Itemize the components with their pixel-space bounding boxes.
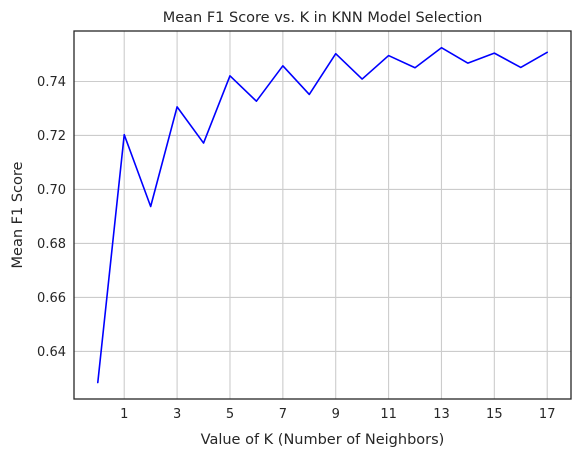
y-tick-label: 0.66 [37, 291, 66, 306]
x-tick-label: 13 [433, 407, 450, 422]
y-tick-labels: 0.64 0.66 0.68 0.70 0.72 0.74 [37, 75, 66, 360]
x-tick-label: 3 [173, 407, 181, 422]
series-layer [98, 48, 547, 383]
series-line [98, 48, 547, 383]
x-tick-label: 15 [486, 407, 503, 422]
x-tick-label: 7 [279, 407, 287, 422]
plot-frame [74, 31, 571, 399]
x-tick-label: 9 [332, 407, 340, 422]
chart-title: Mean F1 Score vs. K in KNN Model Selecti… [163, 10, 483, 26]
grid-lines [74, 31, 571, 399]
x-tick-label: 11 [380, 407, 397, 422]
y-axis-label: Mean F1 Score [10, 161, 26, 268]
y-tick-label: 0.68 [37, 237, 66, 252]
y-tick-label: 0.64 [37, 345, 66, 360]
y-tick-label: 0.70 [37, 183, 66, 198]
x-tick-label: 5 [226, 407, 234, 422]
x-tick-labels: 1 3 5 7 9 11 13 15 17 [120, 407, 555, 422]
x-tick-label: 17 [539, 407, 556, 422]
x-tick-label: 1 [120, 407, 128, 422]
y-tick-label: 0.74 [37, 75, 66, 90]
y-tick-label: 0.72 [37, 129, 66, 144]
x-axis-label: Value of K (Number of Neighbors) [201, 432, 445, 448]
